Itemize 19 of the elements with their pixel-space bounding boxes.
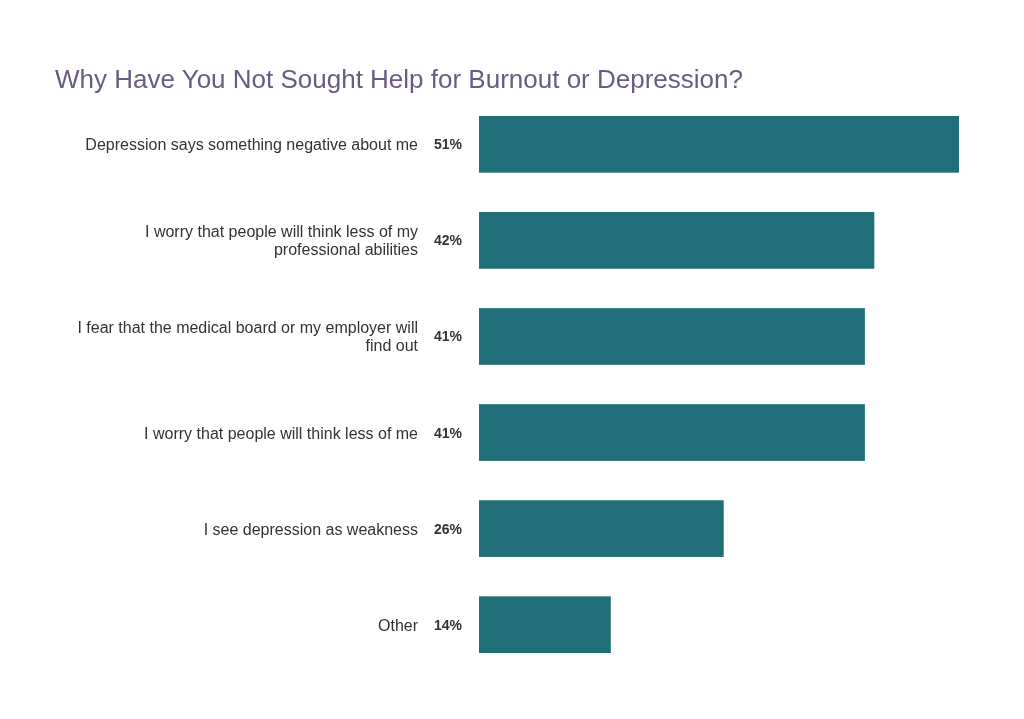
chart-title: Why Have You Not Sought Help for Burnout or Depression? (55, 64, 743, 94)
data-label: 41% (433, 424, 463, 441)
bar (479, 500, 724, 557)
bar (479, 404, 865, 461)
data-label: 51% (433, 136, 463, 153)
bar (479, 596, 611, 653)
y-tick-label: Depression says something negative about me (85, 135, 419, 153)
bar (479, 212, 875, 269)
y-tick-label: Other (377, 616, 419, 634)
y-tick-label: I fear that the medical board or my employer will find out (77, 318, 419, 354)
bar (479, 116, 959, 173)
data-label: 26% (433, 520, 463, 537)
y-tick-label: I worry that people will think less of me (144, 424, 419, 442)
data-label: 41% (433, 328, 463, 345)
y-tick-label: I see depression as weakness (203, 520, 418, 538)
bar (479, 308, 865, 365)
data-label: 14% (433, 616, 463, 633)
y-tick-label: I worry that people will think less of my professional abilities (145, 222, 418, 258)
data-label: 42% (433, 232, 463, 249)
